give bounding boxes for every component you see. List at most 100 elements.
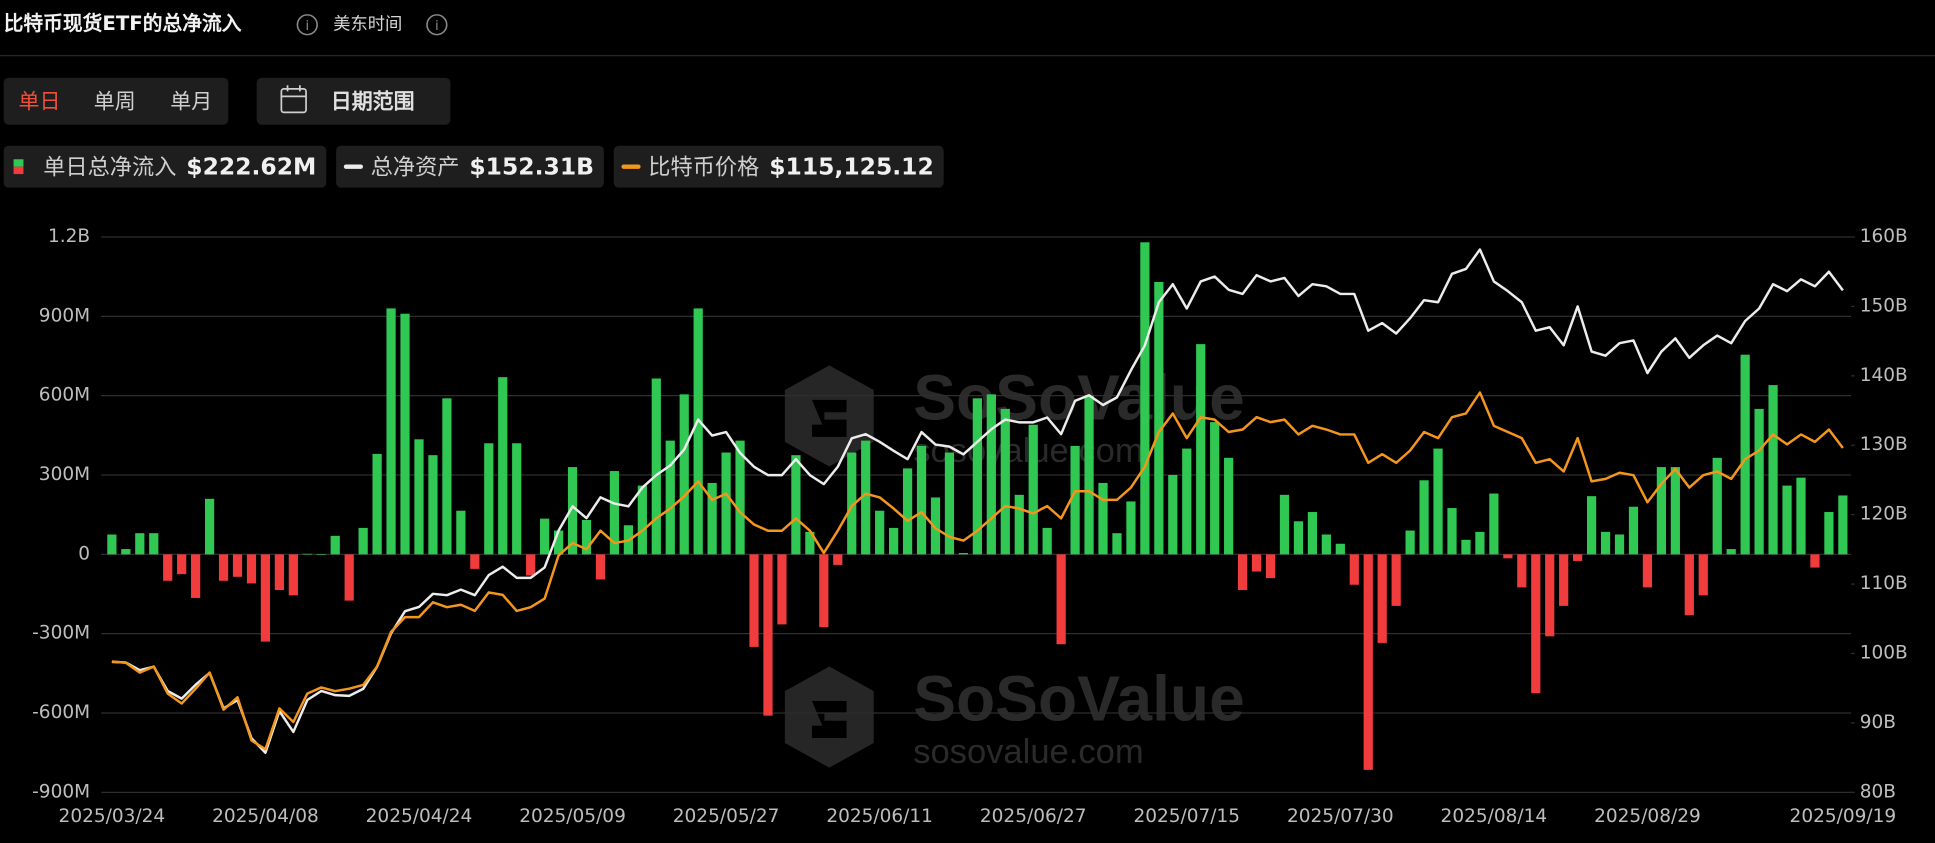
legend-item[interactable]: 比特币价格 $115,125.12 [613,145,944,188]
bar [428,455,438,555]
bar [204,498,215,555]
y-tick-label: -300M [32,623,90,644]
legend-item[interactable]: 总净资产 $152.31B [336,145,604,188]
bar [386,308,396,555]
bar [400,313,410,555]
bar [693,308,703,555]
legend-swatch [13,166,24,175]
bar [1419,480,1429,555]
bar [232,554,243,577]
bar [1740,354,1750,555]
bar [484,443,494,555]
legend-latest-value: $222.62M [186,152,316,180]
bar [1210,422,1220,555]
bar [1503,554,1513,559]
y2-tick-label: 160B [1860,226,1908,247]
bar [819,554,829,628]
bar [553,530,564,555]
plot-area: -900M -600M -300M 0 300M 600M 900M 1.2B 80B 90B 10… [32,226,1908,827]
y-tick-label: 1.2B [48,226,90,247]
bar [1056,554,1066,645]
bar [288,554,298,596]
bar [1726,549,1736,555]
bar [344,554,354,601]
info-icon[interactable]: i [296,14,318,36]
bar [665,440,675,555]
line-series [111,248,1844,755]
bar [1684,554,1694,616]
bar [1782,485,1792,555]
x-tick-label: 2025/05/09 [519,806,626,827]
bar [1098,482,1108,555]
y-tick-label: -900M [32,781,90,802]
period-toggle [3,77,229,125]
bar [763,554,773,716]
bar [1768,385,1778,555]
period-button[interactable]: 单月 [170,89,212,113]
bar [1154,281,1164,555]
bar [1796,477,1806,555]
bar [1698,554,1708,596]
bar [1573,554,1583,561]
legend-item[interactable]: 单日总净流入 $222.62M [3,145,327,188]
bar [1014,494,1024,555]
legend: 单日总净流入 $222.62M 总净资产 $152.31B 比特币价格 $115,125.… [3,145,944,188]
x-tick-label: 2025/08/29 [1594,806,1701,827]
bar [1559,554,1569,606]
bar [1335,543,1345,555]
bar [581,519,592,555]
legend-background [3,145,327,188]
bar [1391,554,1401,606]
bar [1712,457,1722,555]
bar [1000,408,1010,555]
bar [1084,395,1094,555]
bar [707,482,717,555]
svg-text:i: i [435,18,439,34]
bar [442,398,452,555]
x-tick-label: 2025/07/30 [1287,806,1394,827]
bar [833,554,843,565]
bar [847,452,857,555]
bar [1475,531,1485,555]
bar [414,439,424,555]
bar [1140,242,1150,555]
bar [1070,445,1080,555]
legend-background [336,145,604,188]
bar [1237,554,1248,591]
bar [470,554,480,569]
page-title: 比特币现货ETF的总净流入 [4,12,242,35]
bar [456,510,466,555]
y-tick-label: -600M [32,702,90,723]
bar [302,553,312,555]
bar [1433,448,1443,555]
bar [1293,521,1304,555]
period-button[interactable]: 单周 [94,89,136,113]
bar [316,554,326,555]
svg-text:i: i [305,18,309,34]
bar [1754,408,1764,555]
bar [163,554,173,581]
y-tick-label: 900M [39,305,90,326]
bar [679,394,689,555]
bar [1168,475,1178,555]
bar [958,553,969,555]
bar [916,445,927,555]
period-button-active[interactable]: 单日 [19,89,61,113]
bar [540,518,550,555]
y2-tick-label: 130B [1860,434,1908,455]
bar [498,377,508,555]
bar [749,554,759,647]
bar [121,549,131,555]
bar [1349,554,1359,585]
bar [567,467,578,555]
date-range-label[interactable]: 日期范围 [331,89,415,113]
bar [1614,534,1625,555]
x-tick-label: 2025/05/27 [673,806,780,827]
info-icon[interactable]: i [426,14,448,36]
bar [777,554,787,625]
bar [526,554,536,576]
bar [1642,554,1653,588]
bar [1670,467,1680,555]
bar [1461,539,1471,555]
bar [512,443,522,555]
